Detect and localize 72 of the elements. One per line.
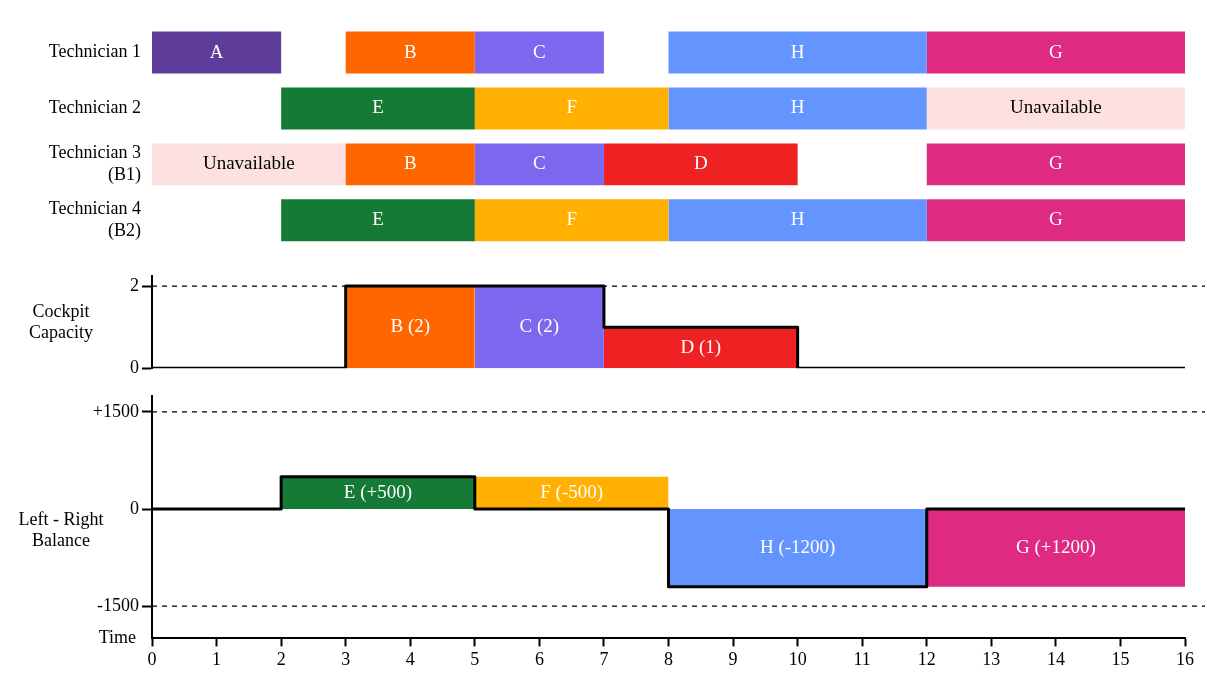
series-label: H [790,208,805,230]
text: B [403,152,417,174]
y-axis-title: Cockpit Capacity [28,301,94,343]
x-tick-label: 11 [853,648,871,669]
bar [281,87,475,130]
text: E [372,96,384,118]
text: G [1049,40,1063,62]
bar [474,87,669,130]
x-tick-label: 14 [1046,648,1065,669]
text: G [1049,152,1063,174]
x-tick-label: 7 [599,648,609,669]
x-tick-label: 10 [788,648,807,669]
bar [474,199,669,242]
bar [668,31,927,74]
series-label: E [372,208,384,230]
bar [668,199,927,242]
x-tick-label: 0 [147,648,157,669]
x-tick-label: 13 [982,648,1001,669]
x-tick-label: 1 [212,648,222,669]
x-tick-label: 16 [1176,648,1194,669]
x-tick-label: 5 [470,648,480,669]
y-tick-label: -1500 [97,594,139,615]
y-tick-label: 2 [130,274,139,295]
bar [926,143,1185,186]
y-tick-label: +1500 [92,400,139,421]
series-label: C (2) [519,315,560,338]
y-tick-label: 0 [130,356,139,377]
bar [603,143,798,186]
x-tick-label: 8 [664,648,673,669]
series-label: C [533,40,546,62]
bar [152,143,346,186]
series-label: E (+500) [343,480,413,503]
bar [926,199,1185,242]
y-tick-label: Technician 2 [48,97,141,118]
x-tick-label: 9 [728,648,738,669]
series-label: D (1) [680,335,722,358]
bar [926,31,1185,74]
y-tick-label: Technician 1 [48,41,141,62]
y-axis-title: Left - Right Balance [17,509,105,551]
series-label: F [566,208,577,230]
x-tick-label: 6 [534,648,544,669]
series-label: B (2) [390,315,431,338]
bar [345,143,475,186]
bar [152,31,282,74]
y-tick-label: 0 [130,497,139,518]
series-label: F (-500) [540,480,604,503]
bar [926,87,1185,130]
text: C [533,152,546,174]
series-label: H (-1200) [759,535,836,558]
series-label: Unavailable [1009,96,1102,118]
bar [281,199,475,242]
y-tick-label: Technician 3 (B1) [48,142,141,185]
series-label: G (+1200) [1015,535,1096,558]
bar [474,31,604,74]
x-tick-label: 12 [917,648,936,669]
series-label: B [403,40,417,62]
series-label: A [209,40,224,62]
text: Unavailable [202,152,295,174]
bar [474,143,604,186]
x-tick-label: 15 [1111,648,1130,669]
text: F [566,96,577,118]
text: H [790,96,805,118]
x-axis-title: Time [98,627,136,648]
x-tick-label: 3 [341,648,351,669]
y-tick-label: Technician 4 (B2) [48,198,141,241]
series-label: D [693,152,708,174]
x-tick-label: 4 [405,648,415,669]
x-tick-label: 2 [276,648,286,669]
bar [345,31,475,74]
bar [668,87,927,130]
text: H [790,40,805,62]
series-label: G [1049,208,1064,230]
